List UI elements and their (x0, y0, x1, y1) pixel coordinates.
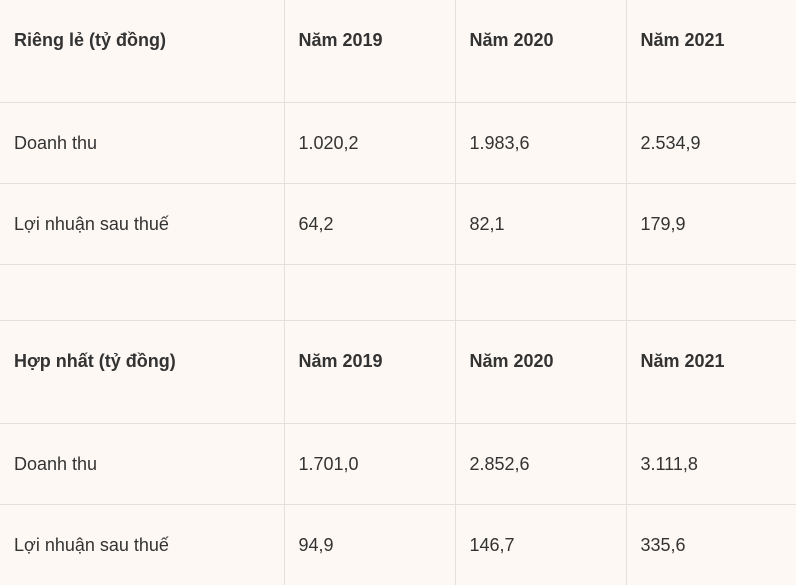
table-cell: 179,9 (626, 184, 796, 265)
section-label-standalone: Riêng lẻ (tỷ đồng) (0, 0, 284, 103)
table-header-row: Riêng lẻ (tỷ đồng) Năm 2019 Năm 2020 Năm… (0, 0, 796, 103)
table-cell: 94,9 (284, 505, 455, 585)
table-cell: 2.852,6 (455, 424, 626, 505)
empty-cell (284, 265, 455, 321)
row-label-profit: Lợi nhuận sau thuế (0, 184, 284, 265)
table-header-row: Hợp nhất (tỷ đồng) Năm 2019 Năm 2020 Năm… (0, 321, 796, 424)
column-header-2019: Năm 2019 (284, 321, 455, 424)
row-label-revenue: Doanh thu (0, 424, 284, 505)
row-label-revenue: Doanh thu (0, 103, 284, 184)
table-cell: 1.020,2 (284, 103, 455, 184)
section-label-consolidated: Hợp nhất (tỷ đồng) (0, 321, 284, 424)
table-cell: 146,7 (455, 505, 626, 585)
table-cell: 1.701,0 (284, 424, 455, 505)
table-cell: 3.111,8 (626, 424, 796, 505)
column-header-2019: Năm 2019 (284, 0, 455, 103)
table-row: Doanh thu 1.020,2 1.983,6 2.534,9 (0, 103, 796, 184)
table-row: Lợi nhuận sau thuế 94,9 146,7 335,6 (0, 505, 796, 585)
table-cell: 82,1 (455, 184, 626, 265)
table-cell: 2.534,9 (626, 103, 796, 184)
table-row: Lợi nhuận sau thuế 64,2 82,1 179,9 (0, 184, 796, 265)
spacer-row (0, 265, 796, 321)
table-cell: 1.983,6 (455, 103, 626, 184)
table-cell: 64,2 (284, 184, 455, 265)
column-header-2021: Năm 2021 (626, 321, 796, 424)
column-header-2020: Năm 2020 (455, 0, 626, 103)
column-header-2021: Năm 2021 (626, 0, 796, 103)
table-row: Doanh thu 1.701,0 2.852,6 3.111,8 (0, 424, 796, 505)
empty-cell (0, 265, 284, 321)
empty-cell (626, 265, 796, 321)
empty-cell (455, 265, 626, 321)
row-label-profit: Lợi nhuận sau thuế (0, 505, 284, 585)
column-header-2020: Năm 2020 (455, 321, 626, 424)
table-cell: 335,6 (626, 505, 796, 585)
